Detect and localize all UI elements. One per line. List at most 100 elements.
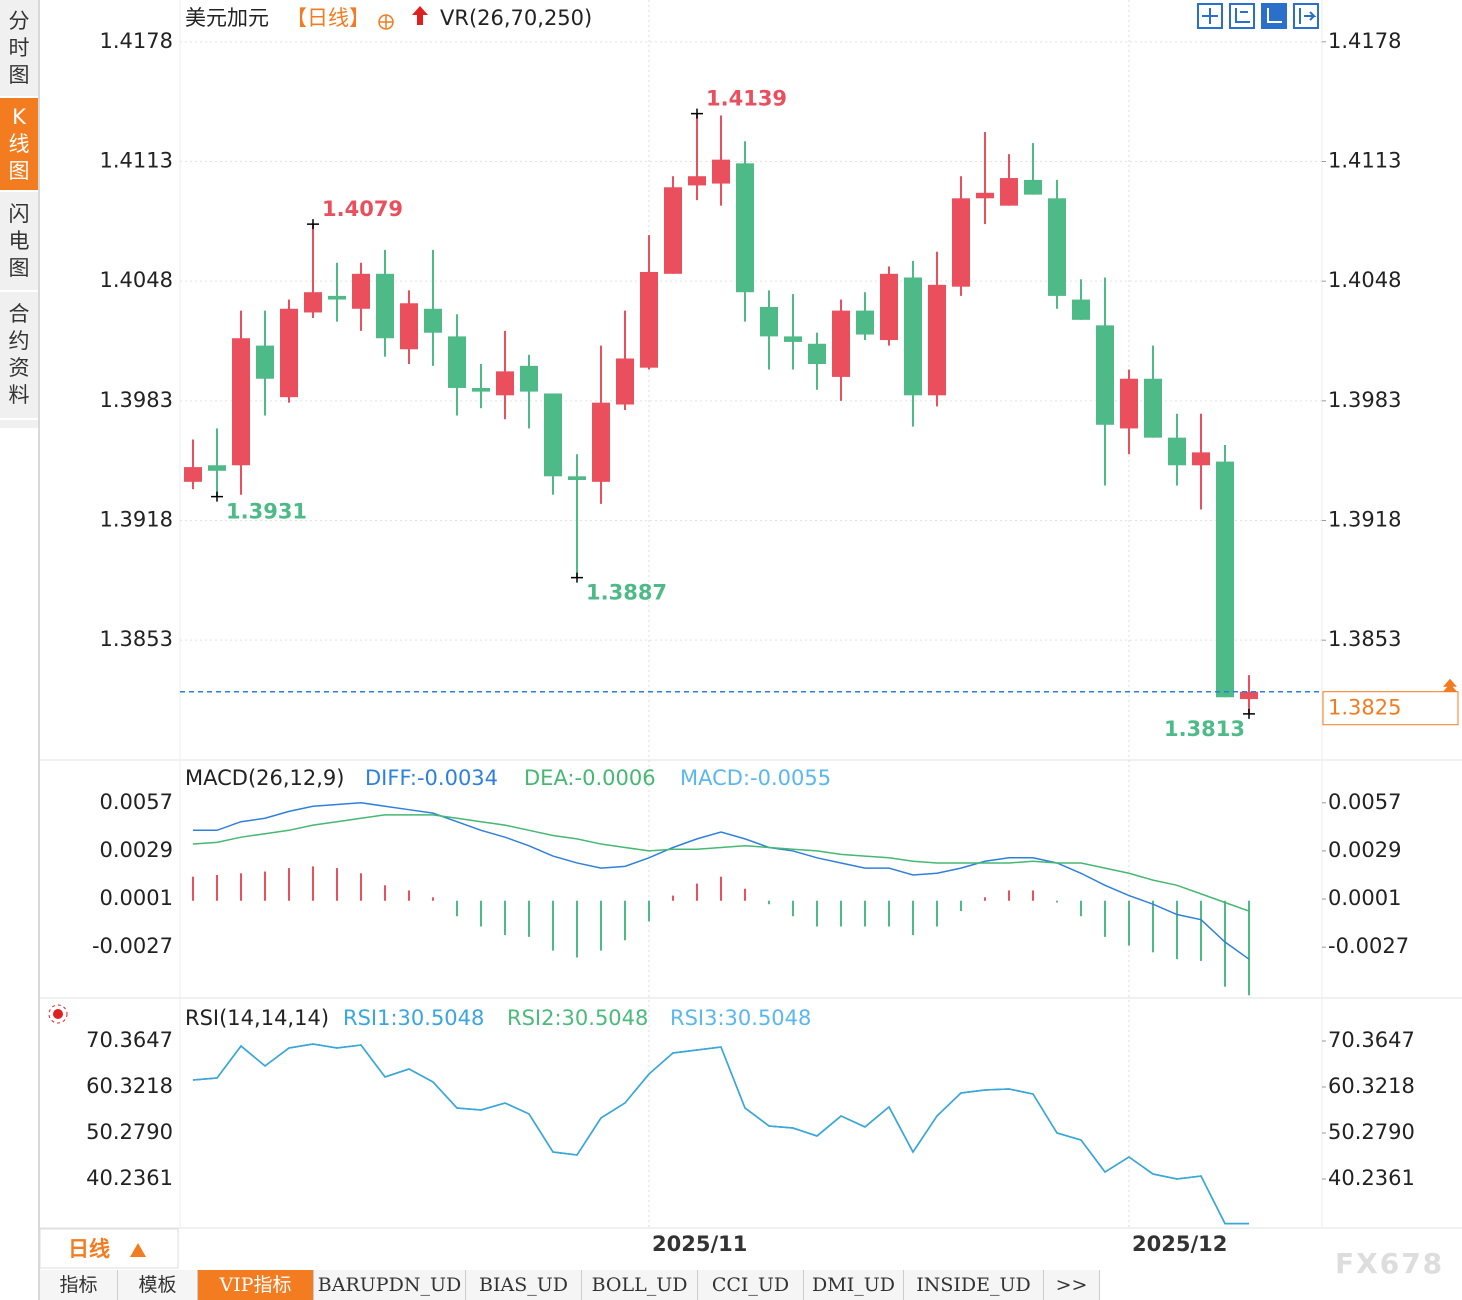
candle-body bbox=[1048, 198, 1066, 296]
candle-body bbox=[616, 358, 634, 405]
sidebar-tab[interactable]: 分时图 bbox=[0, 0, 38, 98]
candle-body bbox=[760, 306, 778, 337]
toolbar-icons[interactable] bbox=[1197, 3, 1319, 29]
legend-label: RSI1:30.5048 bbox=[343, 1006, 484, 1030]
toolbar-tab[interactable]: DMI_UD bbox=[804, 1270, 904, 1300]
toolbar-tab[interactable]: VIP指标 bbox=[198, 1270, 314, 1300]
legend-label: RSI2:30.5048 bbox=[507, 1006, 648, 1030]
candle-body bbox=[1024, 179, 1042, 195]
candle-body bbox=[208, 465, 226, 471]
candle-body bbox=[880, 273, 898, 341]
candle-body bbox=[904, 277, 922, 396]
extreme-label: 1.4139 bbox=[706, 87, 787, 111]
candle-body bbox=[1072, 299, 1090, 320]
y2-tick-label: 1.4113 bbox=[1328, 148, 1401, 172]
toolbar-tab[interactable]: BOLL_UD bbox=[582, 1270, 698, 1300]
sidebar-tab[interactable]: 合约资料 bbox=[0, 292, 38, 420]
y2-tick-label: 1.4178 bbox=[1328, 29, 1401, 53]
candle-body bbox=[184, 467, 202, 482]
candle-body bbox=[976, 192, 994, 199]
candle-body bbox=[448, 336, 466, 388]
y2-tick-label: 0.0057 bbox=[1328, 790, 1401, 814]
sidebar-tab-label[interactable]: 闪电图 bbox=[8, 201, 30, 280]
candle-body bbox=[400, 303, 418, 350]
rsi-line bbox=[192, 1043, 1249, 1225]
y-tick-label: 1.3853 bbox=[100, 627, 173, 651]
extreme-marker bbox=[307, 219, 319, 230]
sidebar-tab[interactable]: 闪电图 bbox=[0, 192, 38, 292]
x-tick-label: 2025/11 bbox=[652, 1232, 747, 1256]
y2-tick-label: 1.3983 bbox=[1328, 388, 1401, 412]
macd-line bbox=[193, 802, 1250, 960]
legend-label: DEA:-0.0006 bbox=[524, 766, 656, 790]
y-tick-label: 50.2790 bbox=[86, 1120, 173, 1144]
y2-tick-label: 0.0001 bbox=[1328, 886, 1401, 910]
y2-tick-label: 40.2361 bbox=[1328, 1166, 1415, 1190]
candle-body bbox=[688, 176, 706, 186]
candle-body bbox=[1192, 452, 1210, 466]
y2-tick-label: 70.3647 bbox=[1328, 1028, 1415, 1052]
sidebar-tab-label[interactable]: 合约资料 bbox=[8, 302, 30, 407]
title: RSI(14,14,14) bbox=[185, 1006, 329, 1030]
toolbar-tab[interactable]: >> bbox=[1044, 1270, 1100, 1300]
toolbar-tab[interactable]: BIAS_UD bbox=[466, 1270, 582, 1300]
sidebar-tab-label[interactable]: K线图 bbox=[8, 104, 30, 183]
toolbar-tab[interactable]: CCI_UD bbox=[698, 1270, 804, 1300]
period-tab-label[interactable]: 日线 bbox=[68, 1237, 110, 1261]
period: 【日线】 bbox=[286, 6, 370, 30]
legend-label: RSI3:30.5048 bbox=[670, 1006, 811, 1030]
y-tick-label: 1.4113 bbox=[100, 148, 173, 172]
candle-body bbox=[1000, 178, 1018, 206]
title: MACD(26,12,9) bbox=[185, 766, 345, 790]
legend-label: MACD:-0.0055 bbox=[680, 766, 831, 790]
y2-tick-label: 50.2790 bbox=[1328, 1120, 1415, 1144]
candle-body bbox=[856, 310, 874, 335]
candle-body bbox=[832, 310, 850, 377]
y-tick-label: 1.4178 bbox=[100, 29, 173, 53]
y2-tick-label: -0.0027 bbox=[1328, 934, 1409, 958]
toolbar-tab[interactable]: BARUPDN_UD bbox=[314, 1270, 466, 1300]
sidebar-tab-label[interactable]: 分时图 bbox=[8, 8, 30, 87]
y2-tick-label: 1.3918 bbox=[1328, 508, 1401, 532]
candle-body bbox=[1240, 691, 1258, 700]
y-tick-label: 60.3218 bbox=[86, 1074, 173, 1098]
last-price-arrow bbox=[1443, 678, 1457, 692]
toolbar-tab[interactable]: 指标 bbox=[40, 1270, 118, 1300]
extreme-marker bbox=[1243, 708, 1255, 719]
y-tick-label: 70.3647 bbox=[86, 1028, 173, 1052]
sidebar-edge bbox=[38, 0, 40, 1300]
sidebar-tab[interactable]: K线图 bbox=[0, 98, 38, 192]
candle-body bbox=[520, 365, 538, 392]
y2-tick-label: 1.3853 bbox=[1328, 627, 1401, 651]
extreme-marker bbox=[691, 108, 703, 119]
title: 美元加元 bbox=[185, 6, 269, 30]
candle-body bbox=[1144, 378, 1162, 438]
candle-body bbox=[304, 292, 322, 313]
candle-body bbox=[1216, 461, 1234, 698]
candle-body bbox=[1120, 378, 1138, 429]
toolbar-tab[interactable]: INSIDE_UD bbox=[904, 1270, 1044, 1300]
y-tick-label: 0.0001 bbox=[100, 886, 173, 910]
candle-body bbox=[1168, 437, 1186, 466]
x-tick-label: 2025/12 bbox=[1132, 1232, 1227, 1256]
period-tab-arrow[interactable] bbox=[130, 1243, 146, 1257]
candle-body bbox=[376, 273, 394, 339]
extreme-label: 1.4079 bbox=[322, 197, 403, 221]
rsi-icon[interactable] bbox=[48, 1004, 68, 1024]
y2-tick-label: 60.3218 bbox=[1328, 1074, 1415, 1098]
rsi-line bbox=[192, 1043, 1249, 1225]
candle-body bbox=[784, 336, 802, 342]
candle-body bbox=[568, 476, 586, 480]
toolbar-tab[interactable]: 模板 bbox=[118, 1270, 198, 1300]
candle-body bbox=[256, 345, 274, 379]
candle-body bbox=[1096, 325, 1114, 425]
candle-body bbox=[712, 159, 730, 184]
period-tab[interactable] bbox=[39, 1228, 179, 1269]
extreme-marker bbox=[211, 491, 223, 502]
y-tick-label: 1.3983 bbox=[100, 388, 173, 412]
y-tick-label: 1.3918 bbox=[100, 508, 173, 532]
extreme-label: 1.3813 bbox=[1164, 717, 1245, 741]
candle-body bbox=[928, 284, 946, 396]
header-icons bbox=[378, 6, 428, 30]
